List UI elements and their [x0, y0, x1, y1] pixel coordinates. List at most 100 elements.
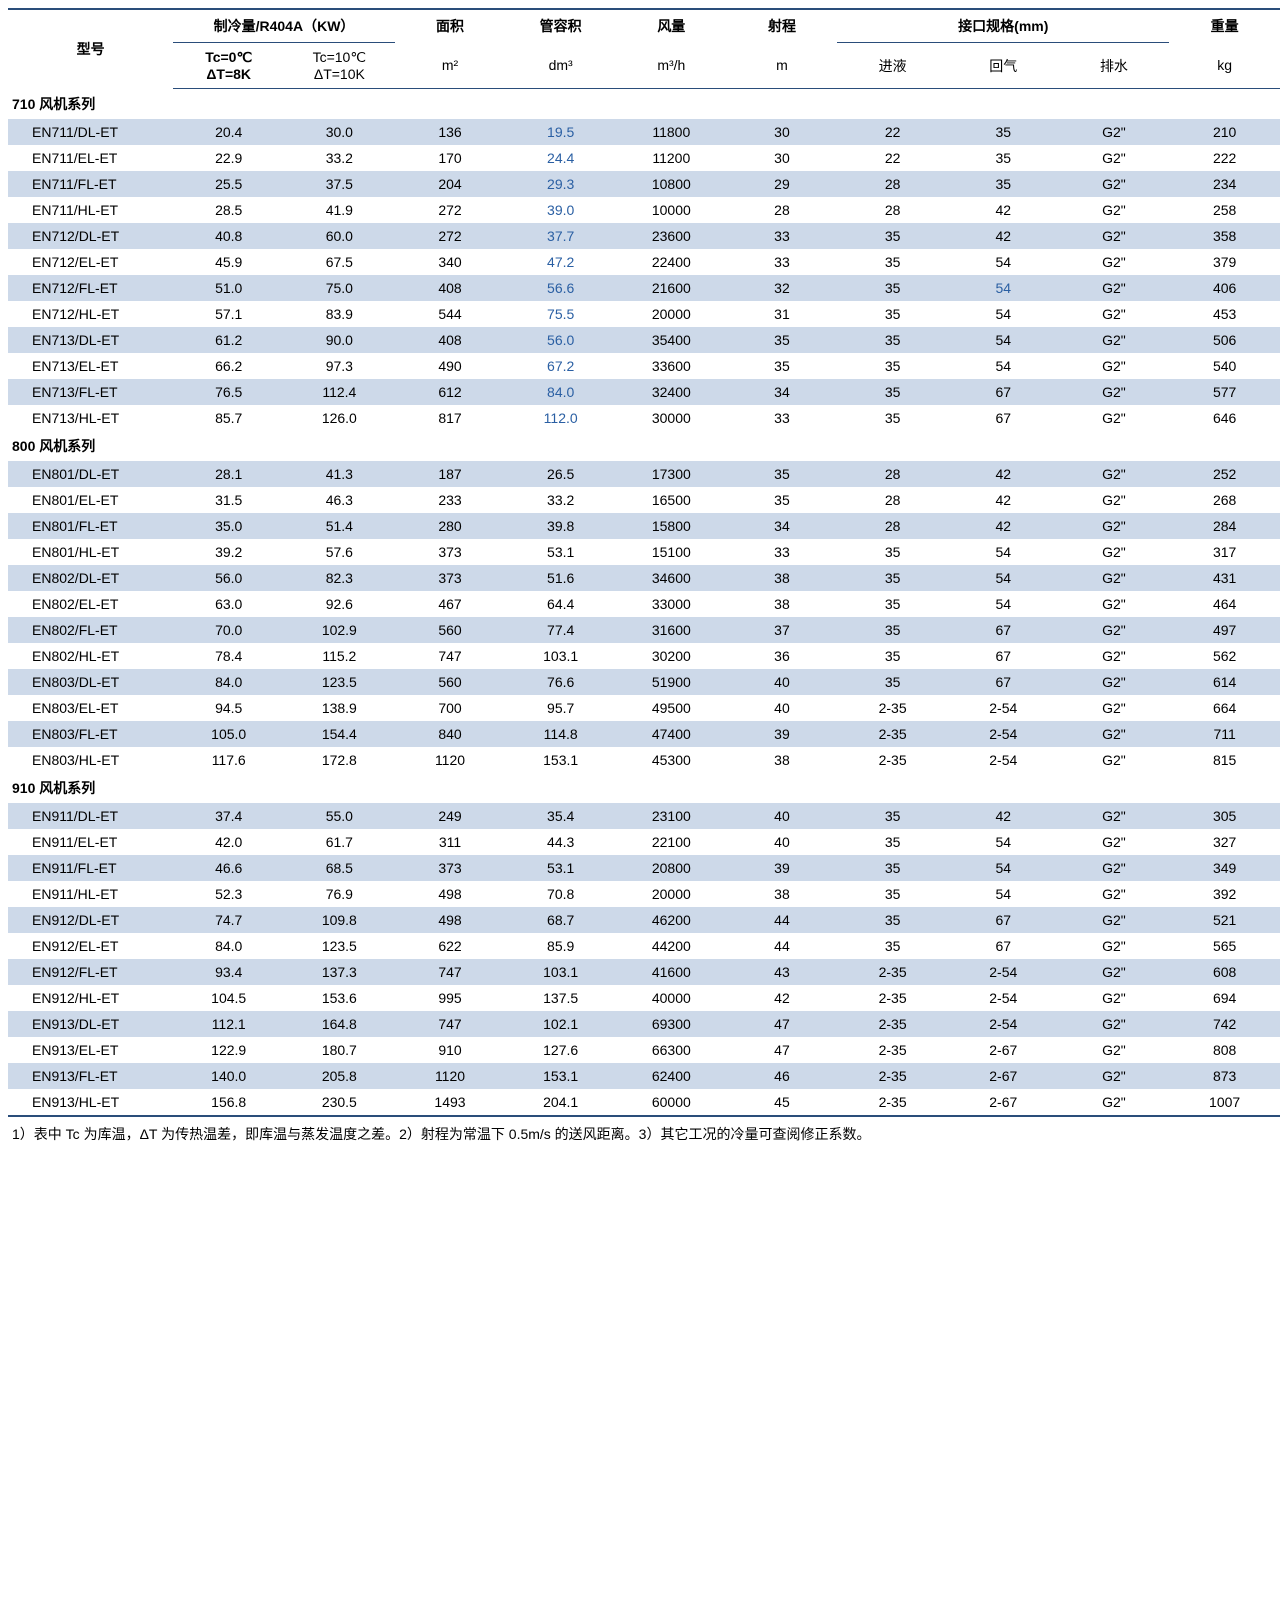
cell-th: 33: [727, 405, 838, 431]
hdr-m3h: m³/h: [616, 43, 727, 89]
table-row: EN713/FL-ET76.5112.461284.032400343567G2…: [8, 379, 1280, 405]
cell-area: 187: [395, 461, 506, 487]
hdr-area: 面积: [395, 9, 506, 43]
cell-af: 62400: [616, 1063, 727, 1089]
cell-c0: 45.9: [173, 249, 284, 275]
cell-dr: G2": [1059, 145, 1170, 171]
cell-dr: G2": [1059, 933, 1170, 959]
cell-c10: 60.0: [284, 223, 395, 249]
cell-model: EN911/EL-ET: [8, 829, 173, 855]
cell-c10: 92.6: [284, 591, 395, 617]
hdr-m2: m²: [395, 43, 506, 89]
cell-af: 31600: [616, 617, 727, 643]
cell-area: 280: [395, 513, 506, 539]
cell-af: 22100: [616, 829, 727, 855]
cell-model: EN913/EL-ET: [8, 1037, 173, 1063]
cell-c0: 74.7: [173, 907, 284, 933]
cell-dr: G2": [1059, 327, 1170, 353]
cell-c0: 84.0: [173, 933, 284, 959]
cell-model: EN801/DL-ET: [8, 461, 173, 487]
cell-model: EN712/DL-ET: [8, 223, 173, 249]
cell-c0: 105.0: [173, 721, 284, 747]
cell-c10: 61.7: [284, 829, 395, 855]
cell-c10: 102.9: [284, 617, 395, 643]
cell-th: 32: [727, 275, 838, 301]
cell-area: 560: [395, 669, 506, 695]
cell-dr: G2": [1059, 539, 1170, 565]
cell-dr: G2": [1059, 643, 1170, 669]
cell-area: 272: [395, 223, 506, 249]
cell-liq: 35: [837, 301, 948, 327]
cell-c10: 164.8: [284, 1011, 395, 1037]
cell-dr: G2": [1059, 461, 1170, 487]
cell-dr: G2": [1059, 803, 1170, 829]
cell-model: EN913/HL-ET: [8, 1089, 173, 1116]
cell-c0: 37.4: [173, 803, 284, 829]
cell-c10: 112.4: [284, 379, 395, 405]
cell-liq: 2-35: [837, 1037, 948, 1063]
cell-tv: 29.3: [505, 171, 616, 197]
cell-dr: G2": [1059, 985, 1170, 1011]
cell-th: 28: [727, 197, 838, 223]
cell-suc: 2-67: [948, 1037, 1059, 1063]
spec-table: 型号 制冷量/R404A（KW） 面积 管容积 风量 射程 接口规格(mm) 重…: [8, 8, 1280, 1117]
cell-af: 66300: [616, 1037, 727, 1063]
cell-af: 47400: [616, 721, 727, 747]
cell-c0: 28.1: [173, 461, 284, 487]
hdr-m: m: [727, 43, 838, 89]
cell-suc: 35: [948, 171, 1059, 197]
cell-c10: 67.5: [284, 249, 395, 275]
cell-liq: 35: [837, 405, 948, 431]
cell-suc: 54: [948, 353, 1059, 379]
cell-dr: G2": [1059, 275, 1170, 301]
cell-area: 544: [395, 301, 506, 327]
cell-area: 1493: [395, 1089, 506, 1116]
table-row: EN912/FL-ET93.4137.3747103.141600432-352…: [8, 959, 1280, 985]
cell-th: 40: [727, 695, 838, 721]
cell-c0: 63.0: [173, 591, 284, 617]
cell-liq: 35: [837, 907, 948, 933]
cell-tv: 37.7: [505, 223, 616, 249]
cell-th: 31: [727, 301, 838, 327]
cell-c0: 46.6: [173, 855, 284, 881]
cell-th: 29: [727, 171, 838, 197]
cell-dr: G2": [1059, 487, 1170, 513]
cell-area: 373: [395, 855, 506, 881]
cell-wt: 694: [1169, 985, 1280, 1011]
cell-wt: 614: [1169, 669, 1280, 695]
cell-model: EN913/DL-ET: [8, 1011, 173, 1037]
cell-af: 10800: [616, 171, 727, 197]
cell-af: 33000: [616, 591, 727, 617]
cell-af: 20000: [616, 881, 727, 907]
cell-dr: G2": [1059, 855, 1170, 881]
cell-tv: 70.8: [505, 881, 616, 907]
cell-area: 204: [395, 171, 506, 197]
section-header: 800 风机系列: [8, 431, 1280, 461]
cell-tv: 19.5: [505, 119, 616, 145]
cell-dr: G2": [1059, 1063, 1170, 1089]
cell-liq: 22: [837, 145, 948, 171]
cell-wt: 431: [1169, 565, 1280, 591]
cell-liq: 2-35: [837, 721, 948, 747]
cell-liq: 35: [837, 617, 948, 643]
cell-liq: 35: [837, 803, 948, 829]
cell-liq: 35: [837, 829, 948, 855]
hdr-weight: 重量: [1169, 9, 1280, 43]
cell-c0: 122.9: [173, 1037, 284, 1063]
cell-c0: 70.0: [173, 617, 284, 643]
cell-th: 44: [727, 907, 838, 933]
cell-area: 1120: [395, 747, 506, 773]
cell-liq: 22: [837, 119, 948, 145]
cell-c10: 115.2: [284, 643, 395, 669]
cell-tv: 114.8: [505, 721, 616, 747]
table-row: EN802/FL-ET70.0102.956077.431600373567G2…: [8, 617, 1280, 643]
cell-liq: 35: [837, 379, 948, 405]
table-row: EN712/HL-ET57.183.954475.520000313554G2"…: [8, 301, 1280, 327]
cell-area: 467: [395, 591, 506, 617]
hdr-tubevol: 管容积: [505, 9, 616, 43]
cell-af: 20000: [616, 301, 727, 327]
table-row: EN802/EL-ET63.092.646764.433000383554G2"…: [8, 591, 1280, 617]
cell-c0: 61.2: [173, 327, 284, 353]
table-row: EN913/FL-ET140.0205.81120153.162400462-3…: [8, 1063, 1280, 1089]
cell-af: 20800: [616, 855, 727, 881]
